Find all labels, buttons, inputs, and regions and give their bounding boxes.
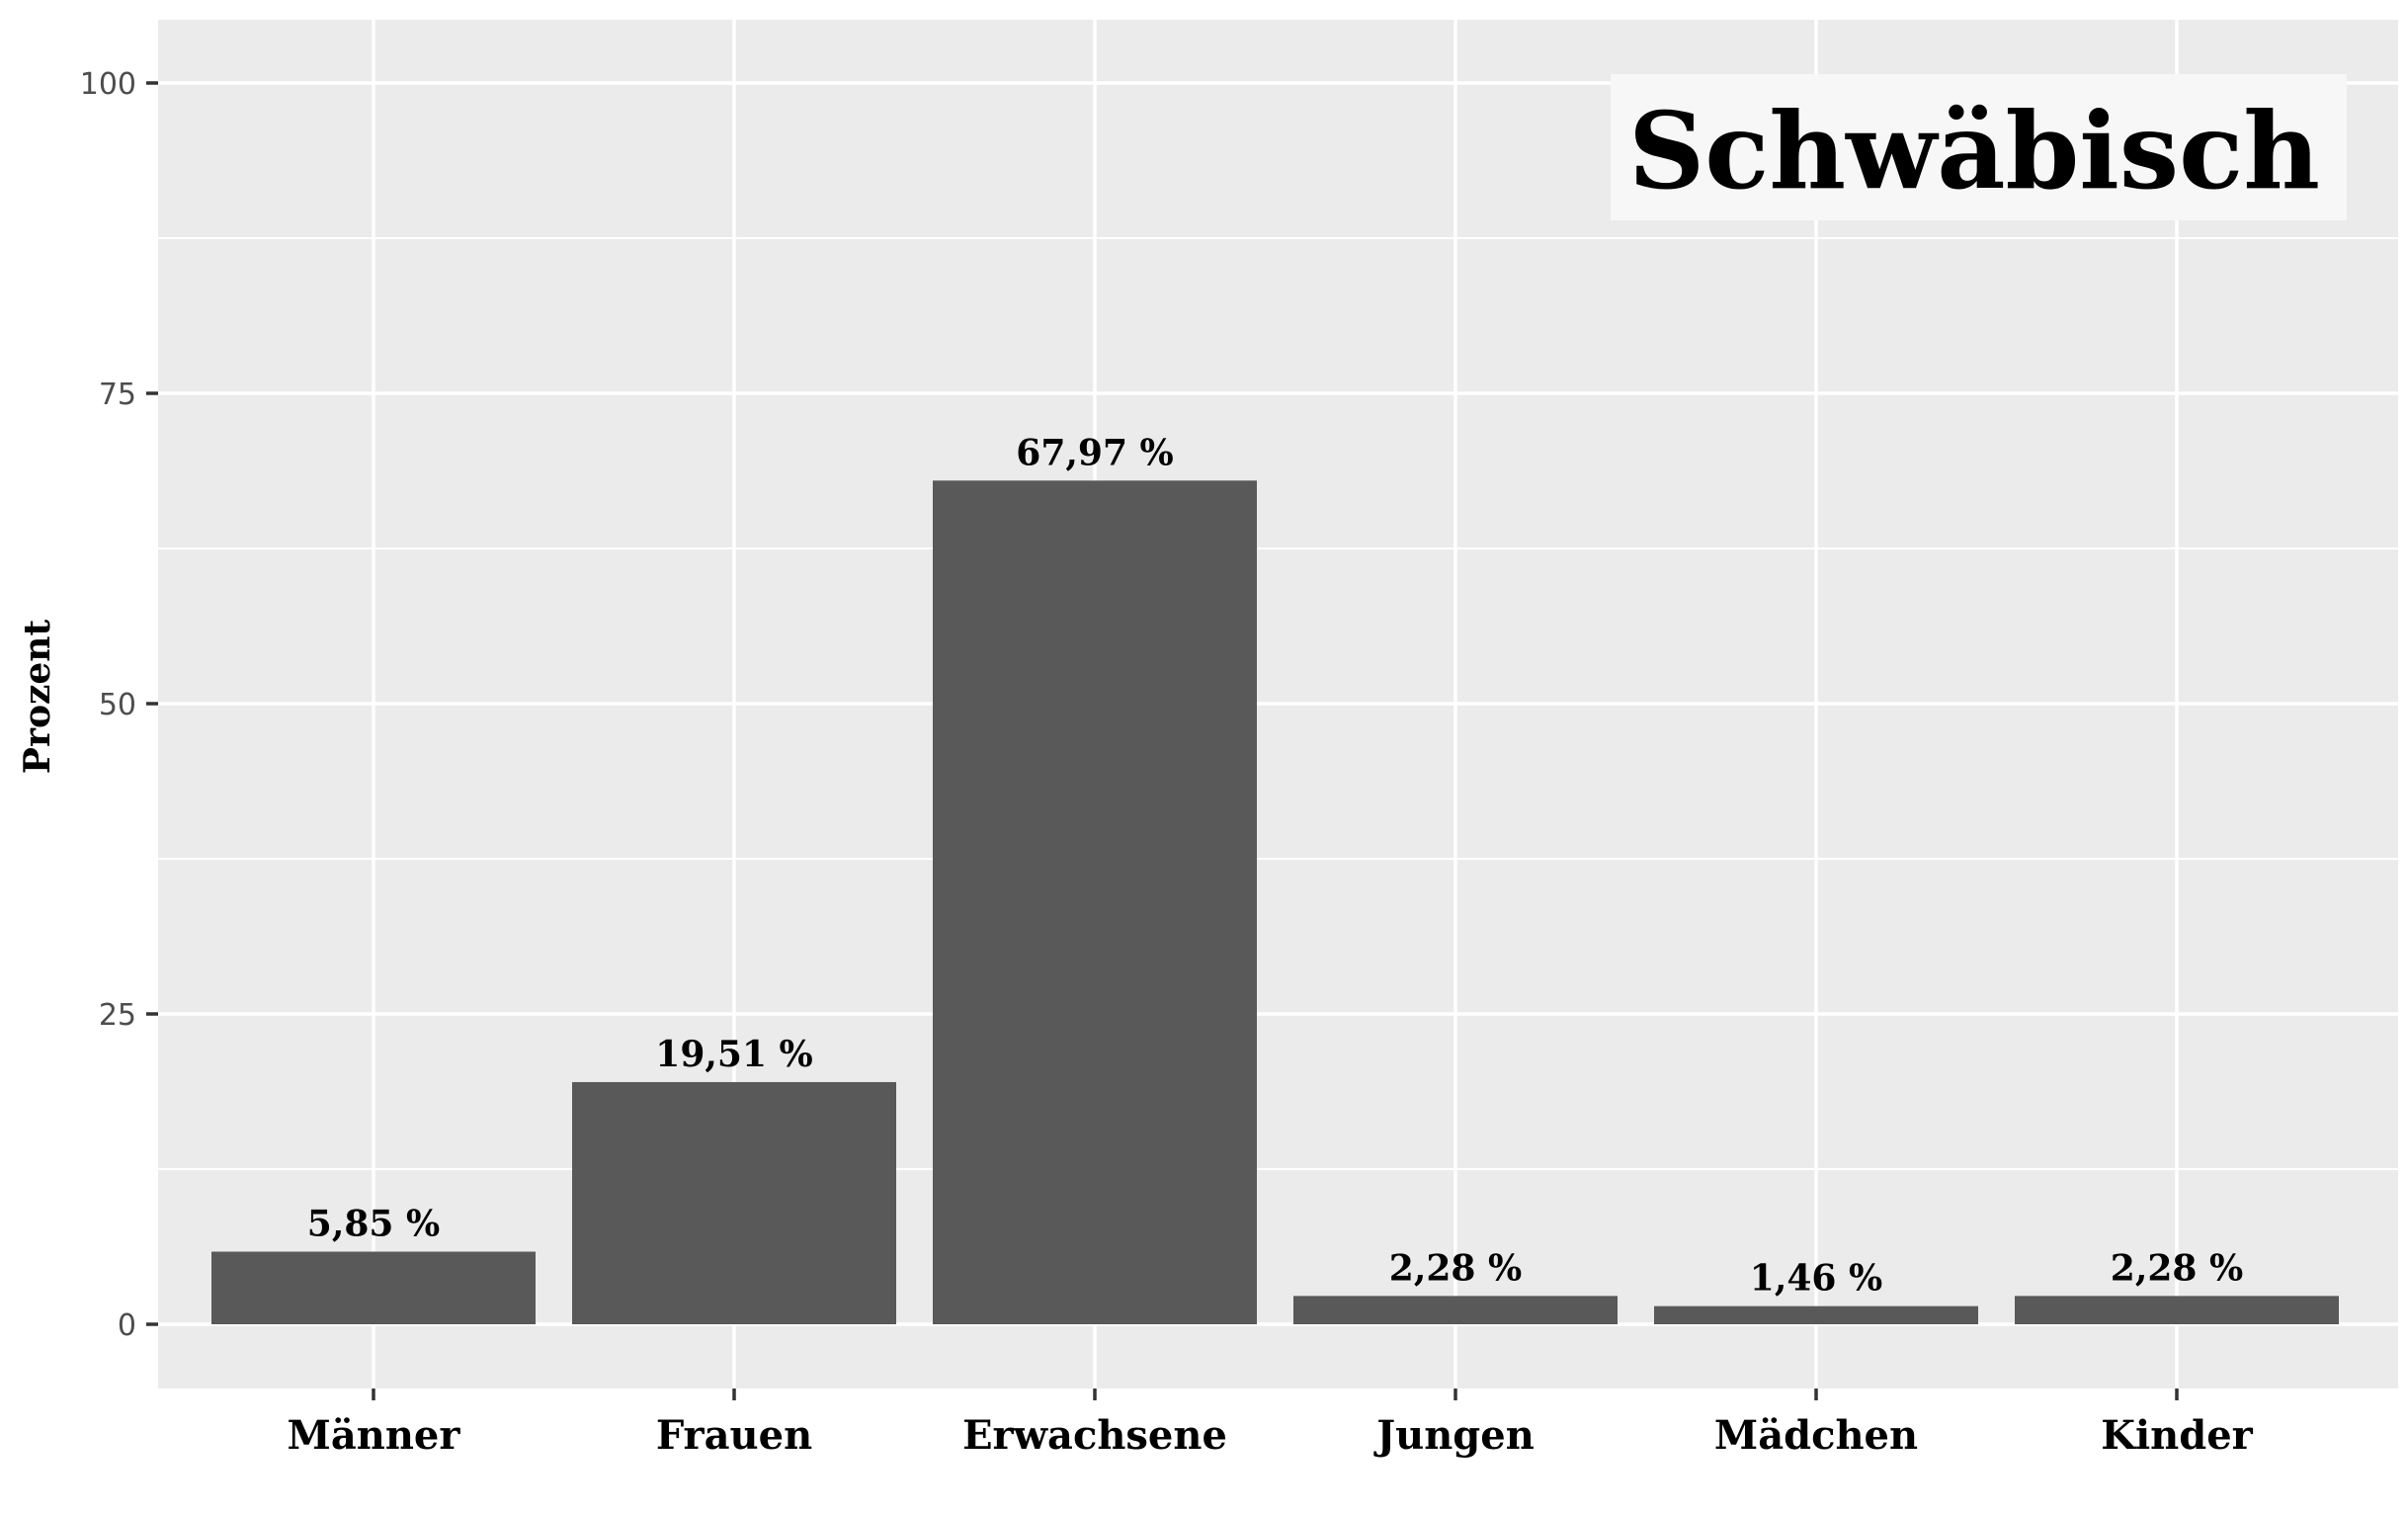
y-tick-label: 75 [99, 378, 136, 412]
x-tick-label: Männer [288, 1412, 461, 1459]
bar-frauen [572, 1081, 896, 1324]
data-label: 1,46 % [1750, 1258, 1882, 1300]
bar-erwachsene [933, 480, 1257, 1324]
bar-data-labels: 5,85 % 19,51 % 67,97 % 2,28 % 1,46 % 2,28 % [307, 432, 2243, 1299]
chart-title: Schwäbisch [1628, 90, 2320, 213]
y-axis: 0 25 50 75 100 [80, 67, 158, 1343]
bar-männer [211, 1251, 536, 1324]
data-label: 2,28 % [1389, 1247, 1522, 1289]
x-tick-label: Frauen [656, 1412, 812, 1459]
data-label: 5,85 % [307, 1204, 440, 1245]
data-label: 19,51 % [655, 1034, 812, 1075]
bar-kinder [2015, 1296, 2339, 1324]
x-tick-label: Erwachsene [962, 1412, 1227, 1459]
bar-mädchen [1654, 1305, 1978, 1324]
y-tick-label: 50 [99, 688, 136, 722]
x-tick-label: Mädchen [1714, 1412, 1918, 1459]
bars [211, 480, 2339, 1324]
y-axis-title: Prozent [17, 620, 58, 775]
minor-gridlines [158, 237, 2398, 1170]
x-tick-label: Jungen [1373, 1412, 1535, 1459]
y-tick-label: 0 [118, 1308, 136, 1343]
y-tick-label: 100 [80, 67, 136, 102]
title-background [1611, 74, 2347, 220]
y-tick-label: 25 [99, 998, 136, 1033]
x-tick-label: Kinder [2101, 1412, 2253, 1459]
chart-title-box: Schwäbisch [1611, 74, 2347, 220]
data-label: 2,28 % [2111, 1247, 2243, 1289]
bar-jungen [1293, 1296, 1618, 1324]
data-label: 67,97 % [1016, 432, 1173, 473]
x-axis: Männer Frauen Erwachsene Jungen Mädchen Kinde… [288, 1389, 2254, 1459]
